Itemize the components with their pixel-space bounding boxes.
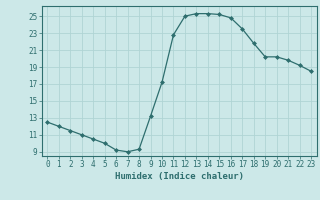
X-axis label: Humidex (Indice chaleur): Humidex (Indice chaleur) [115,172,244,181]
